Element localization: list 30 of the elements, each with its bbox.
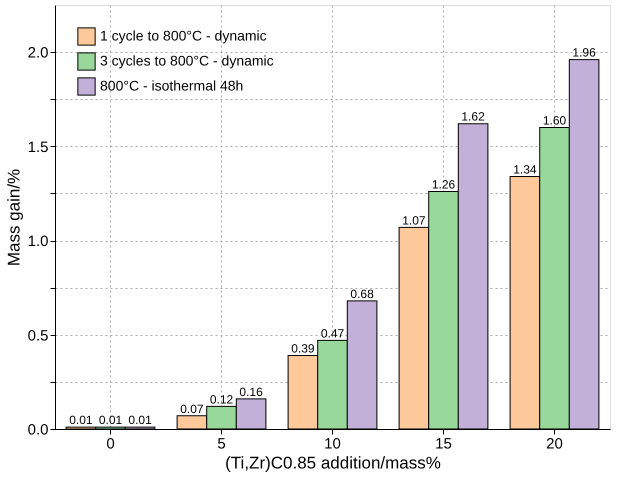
x-tick-label: 10 <box>324 436 341 452</box>
x-tick-label: 15 <box>435 436 452 452</box>
legend-label: 1 cycle to 800°C - dynamic <box>100 28 267 44</box>
data-label: 0.01 <box>69 413 93 428</box>
x-tick-label: 20 <box>546 436 563 452</box>
x-tick-label: 0 <box>106 436 115 452</box>
data-label: 0.39 <box>291 342 315 356</box>
y-tick-label: 2.0 <box>28 44 48 62</box>
legend-label: 3 cycles to 800°C - dynamic <box>100 52 274 68</box>
data-label: 0.12 <box>210 392 234 406</box>
y-tick-label: 1.5 <box>28 138 48 156</box>
x-tick-label: 5 <box>217 436 226 452</box>
y-tick-label: 0.5 <box>28 327 48 344</box>
data-label: 1.96 <box>572 46 596 60</box>
data-label: 1.26 <box>432 178 456 192</box>
data-label: 1.60 <box>542 113 566 128</box>
data-label: 1.07 <box>402 213 426 228</box>
y-tick-label: 0.0 <box>28 422 48 438</box>
y-tick-label: 1.0 <box>28 233 48 250</box>
data-label: 1.62 <box>461 110 486 124</box>
data-label: 0.68 <box>350 286 374 301</box>
y-axis-title: Mass gain/% <box>4 168 24 266</box>
data-label: 1.34 <box>513 162 537 176</box>
data-label: 0.01 <box>98 413 122 428</box>
data-label: 0.07 <box>180 402 204 416</box>
legend-label: 800°C - isothermal 48h <box>100 78 244 94</box>
data-label: 0.01 <box>128 413 152 428</box>
data-label: 0.47 <box>320 326 344 340</box>
data-label: 0.16 <box>239 384 264 399</box>
x-axis-title: (Ti,Zr)C0.85 addition/mass% <box>225 454 441 472</box>
